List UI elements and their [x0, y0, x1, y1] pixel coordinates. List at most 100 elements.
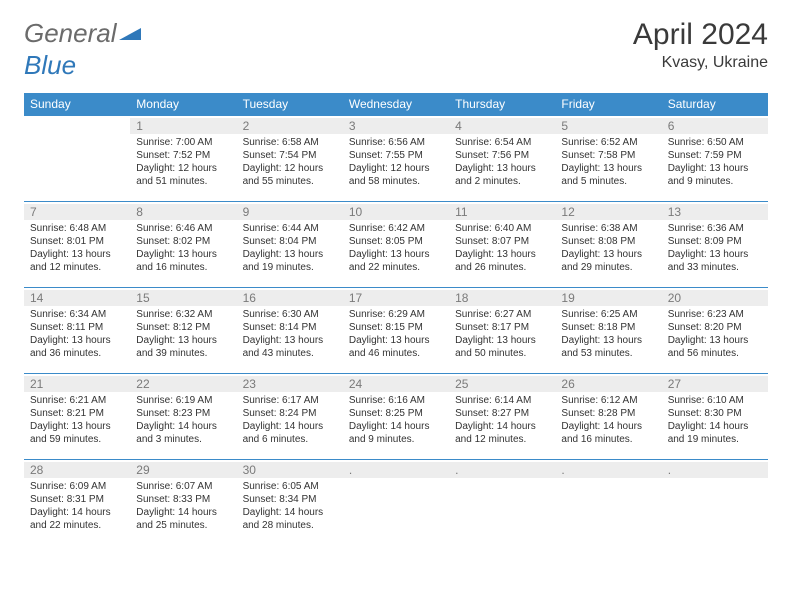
sunset-text: Sunset: 8:09 PM: [668, 235, 762, 248]
sunrise-text: Sunrise: 6:42 AM: [349, 222, 443, 235]
daylight-text: Daylight: 13 hours and 12 minutes.: [30, 248, 124, 274]
weekday-header: Monday: [130, 93, 236, 116]
calendar-cell: 15 Sunrise: 6:32 AMSunset: 8:12 PMDayligh…: [130, 288, 236, 374]
day-number: .: [449, 462, 555, 478]
day-number: .: [662, 462, 768, 478]
calendar-cell: 9Sunrise: 6:44 AMSunset: 8:04 PMDaylight…: [237, 202, 343, 288]
day-info: Sunrise: 6:19 AMSunset: 8:23 PMDaylight:…: [136, 394, 230, 446]
sunrise-text: Sunrise: 6:05 AM: [243, 480, 337, 493]
sunset-text: Sunset: 8:18 PM: [561, 321, 655, 334]
calendar-cell: 24 Sunrise: 6:16 AMSunset: 8:25 PMDayligh…: [343, 374, 449, 460]
calendar-cell: 30Sunrise: 6:05 AMSunset: 8:34 PMDayligh…: [237, 460, 343, 546]
daylight-text: Daylight: 13 hours and 46 minutes.: [349, 334, 443, 360]
sunset-text: Sunset: 7:56 PM: [455, 149, 549, 162]
sunset-text: Sunset: 8:11 PM: [30, 321, 124, 334]
day-number: 22: [130, 376, 236, 392]
calendar-cell: 11Sunrise: 6:40 AMSunset: 8:07 PMDayligh…: [449, 202, 555, 288]
calendar-cell: 10Sunrise: 6:42 AMSunset: 8:05 PMDayligh…: [343, 202, 449, 288]
day-number: 3: [343, 118, 449, 134]
calendar-cell: 7Sunrise: 6:48 AMSunset: 8:01 PMDaylight…: [24, 202, 130, 288]
daylight-text: Daylight: 14 hours and 22 minutes.: [30, 506, 124, 532]
daylight-text: Daylight: 13 hours and 9 minutes.: [668, 162, 762, 188]
day-info: Sunrise: 6:50 AMSunset: 7:59 PMDaylight:…: [668, 136, 762, 188]
day-number: 4: [449, 118, 555, 134]
daylight-text: Daylight: 14 hours and 12 minutes.: [455, 420, 549, 446]
day-number: 5: [555, 118, 661, 134]
sunrise-text: Sunrise: 6:07 AM: [136, 480, 230, 493]
sunset-text: Sunset: 7:55 PM: [349, 149, 443, 162]
sunset-text: Sunset: 8:33 PM: [136, 493, 230, 506]
daylight-text: Daylight: 13 hours and 56 minutes.: [668, 334, 762, 360]
daylight-text: Daylight: 14 hours and 28 minutes.: [243, 506, 337, 532]
sunrise-text: Sunrise: 6:25 AM: [561, 308, 655, 321]
day-info: Sunrise: 6:09 AMSunset: 8:31 PMDaylight:…: [30, 480, 124, 532]
day-info: Sunrise: 7:00 AMSunset: 7:52 PMDaylight:…: [136, 136, 230, 188]
calendar-cell: .: [662, 460, 768, 546]
sunrise-text: Sunrise: 6:40 AM: [455, 222, 549, 235]
calendar-cell: 6Sunrise: 6:50 AMSunset: 7:59 PMDaylight…: [662, 116, 768, 202]
sunset-text: Sunset: 8:27 PM: [455, 407, 549, 420]
daylight-text: Daylight: 12 hours and 58 minutes.: [349, 162, 443, 188]
calendar-cell: 16Sunrise: 6:30 AMSunset: 8:14 PMDayligh…: [237, 288, 343, 374]
calendar-row: .1Sunrise: 7:00 AMSunset: 7:52 PMDayligh…: [24, 116, 768, 202]
day-info: Sunrise: 6:16 AMSunset: 8:25 PMDaylight:…: [349, 394, 443, 446]
location-label: Kvasy, Ukraine: [633, 54, 768, 72]
sunrise-text: Sunrise: 6:48 AM: [30, 222, 124, 235]
day-number: 20: [662, 290, 768, 306]
calendar-cell: 1 Sunrise: 7:00 AMSunset: 7:52 PMDaylight…: [130, 116, 236, 202]
day-info: Sunrise: 6:52 AMSunset: 7:58 PMDaylight:…: [561, 136, 655, 188]
daylight-text: Daylight: 13 hours and 26 minutes.: [455, 248, 549, 274]
day-number: 21: [24, 376, 130, 392]
calendar-cell: 25Sunrise: 6:14 AMSunset: 8:27 PMDayligh…: [449, 374, 555, 460]
day-number: 1: [130, 118, 236, 134]
day-info: Sunrise: 6:32 AMSunset: 8:12 PMDaylight:…: [136, 308, 230, 360]
calendar-row: 7Sunrise: 6:48 AMSunset: 8:01 PMDaylight…: [24, 202, 768, 288]
sunset-text: Sunset: 7:52 PM: [136, 149, 230, 162]
sunrise-text: Sunrise: 6:19 AM: [136, 394, 230, 407]
sunset-text: Sunset: 8:05 PM: [349, 235, 443, 248]
daylight-text: Daylight: 13 hours and 53 minutes.: [561, 334, 655, 360]
daylight-text: Daylight: 12 hours and 51 minutes.: [136, 162, 230, 188]
calendar-cell: 13 Sunrise: 6:36 AMSunset: 8:09 PMDayligh…: [662, 202, 768, 288]
daylight-text: Daylight: 13 hours and 16 minutes.: [136, 248, 230, 274]
day-number: 24: [343, 376, 449, 392]
day-number: 26: [555, 376, 661, 392]
daylight-text: Daylight: 14 hours and 25 minutes.: [136, 506, 230, 532]
day-number: .: [555, 462, 661, 478]
sunrise-text: Sunrise: 6:50 AM: [668, 136, 762, 149]
calendar-cell: 5 Sunrise: 6:52 AMSunset: 7:58 PMDaylight…: [555, 116, 661, 202]
day-number: 25: [449, 376, 555, 392]
sunset-text: Sunset: 8:20 PM: [668, 321, 762, 334]
day-info: Sunrise: 6:36 AMSunset: 8:09 PMDaylight:…: [668, 222, 762, 274]
calendar-cell: 2Sunrise: 6:58 AMSunset: 7:54 PMDaylight…: [237, 116, 343, 202]
daylight-text: Daylight: 13 hours and 5 minutes.: [561, 162, 655, 188]
day-info: Sunrise: 6:38 AMSunset: 8:08 PMDaylight:…: [561, 222, 655, 274]
calendar-cell: 8Sunrise: 6:46 AMSunset: 8:02 PMDaylight…: [130, 202, 236, 288]
day-number: 14: [24, 290, 130, 306]
day-number: 23: [237, 376, 343, 392]
day-number: 13: [662, 204, 768, 220]
sunset-text: Sunset: 8:12 PM: [136, 321, 230, 334]
sunset-text: Sunset: 8:31 PM: [30, 493, 124, 506]
daylight-text: Daylight: 14 hours and 16 minutes.: [561, 420, 655, 446]
day-info: Sunrise: 6:56 AMSunset: 7:55 PMDaylight:…: [349, 136, 443, 188]
day-info: Sunrise: 6:46 AMSunset: 8:02 PMDaylight:…: [136, 222, 230, 274]
calendar-cell: 26Sunrise: 6:12 AMSunset: 8:28 PMDayligh…: [555, 374, 661, 460]
title-block: April 2024 Kvasy, Ukraine: [633, 18, 768, 72]
sunrise-text: Sunrise: 6:27 AM: [455, 308, 549, 321]
sunset-text: Sunset: 8:17 PM: [455, 321, 549, 334]
calendar-cell: .: [343, 460, 449, 546]
calendar-cell: 14Sunrise: 6:34 AMSunset: 8:11 PMDayligh…: [24, 288, 130, 374]
calendar-cell: 18Sunrise: 6:27 AMSunset: 8:17 PMDayligh…: [449, 288, 555, 374]
sunrise-text: Sunrise: 6:58 AM: [243, 136, 337, 149]
calendar-table: Sunday Monday Tuesday Wednesday Thursday…: [24, 93, 768, 546]
day-number: 15: [130, 290, 236, 306]
daylight-text: Daylight: 14 hours and 3 minutes.: [136, 420, 230, 446]
day-info: Sunrise: 6:25 AMSunset: 8:18 PMDaylight:…: [561, 308, 655, 360]
logo-triangle-icon: [119, 16, 141, 47]
day-number: 19: [555, 290, 661, 306]
day-number: 30: [237, 462, 343, 478]
logo-word-blue: Blue: [24, 50, 76, 81]
day-number: 29: [130, 462, 236, 478]
day-number: 18: [449, 290, 555, 306]
